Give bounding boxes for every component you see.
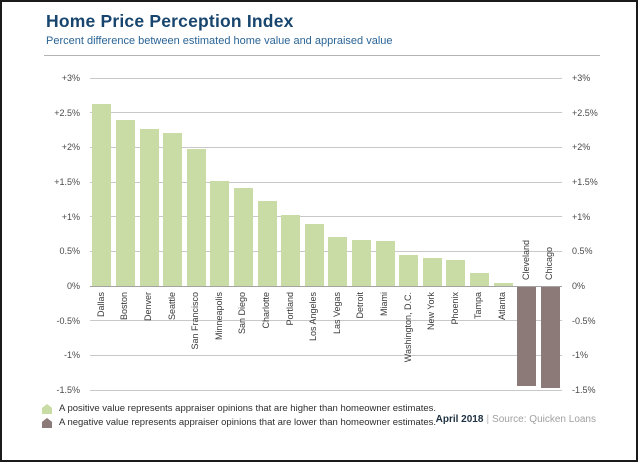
gridline	[90, 320, 562, 322]
city-label: Detroit	[355, 292, 366, 319]
legend-row-positive: A positive value represents appraiser op…	[42, 403, 436, 416]
bar-san-francisco	[186, 149, 206, 286]
city-label: San Francisco	[190, 292, 201, 350]
city-label: Atlanta	[497, 292, 507, 321]
gridline	[90, 250, 562, 252]
source-date: April 2018	[435, 414, 484, 425]
gridline	[90, 146, 562, 148]
bar-atlanta	[493, 282, 513, 286]
bar-denver	[139, 129, 159, 286]
y-tick-label: -1.5%	[56, 385, 80, 395]
gridline	[90, 216, 562, 218]
city-label: Cleveland	[520, 239, 531, 280]
bar-cleveland	[517, 287, 537, 386]
y-tick-label: -1%	[572, 350, 589, 361]
y-tick-label: +2.5%	[572, 107, 598, 118]
bar-minneapolis	[210, 180, 230, 286]
y-axis-left: +3% +2.5% +2% +1.5% +1% 0.5% 0% -0.5% -1% -1.5%	[32, 73, 84, 395]
brown-house-icon	[42, 417, 52, 428]
bar-los-angeles	[304, 224, 324, 286]
bar-new-york	[422, 258, 442, 286]
y-tick-label: +2.5%	[54, 107, 80, 118]
city-label: Seattle	[166, 292, 177, 321]
legend-positive-text: A positive value represents appraiser op…	[59, 403, 437, 414]
y-tick-label: +2%	[61, 142, 80, 153]
gridline	[90, 354, 562, 356]
bar-tampa	[469, 272, 489, 286]
city-label: Boston	[119, 292, 130, 321]
y-tick-label: 0%	[572, 281, 586, 291]
city-label: San Diego	[237, 292, 248, 335]
bar-charlotte	[257, 200, 277, 286]
bar-detroit	[351, 239, 371, 286]
city-label: Miami	[379, 292, 389, 316]
y-tick-label: +1%	[572, 211, 591, 222]
source-separator: |	[486, 414, 490, 425]
y-tick-label: -1%	[63, 350, 80, 361]
city-label: Chicago	[544, 246, 555, 280]
bar-miami	[375, 240, 395, 286]
gridline	[90, 77, 562, 79]
bar-chicago	[540, 287, 560, 388]
city-label: Minneapolis	[213, 292, 224, 341]
source-text: Source: Quicken Loans	[492, 414, 596, 425]
bar-seattle	[163, 132, 183, 286]
header-divider	[44, 55, 600, 56]
gridline	[90, 181, 562, 183]
legend-negative-text: A negative value represents appraiser op…	[59, 416, 437, 428]
city-label: Las Vegas	[331, 292, 342, 335]
city-label: New York	[426, 292, 437, 331]
city-label: Tampa	[473, 292, 484, 320]
y-tick-label: -1.5%	[572, 385, 596, 395]
city-label: Portland	[284, 292, 295, 326]
bar-chart-plot-area: Dallas Boston Denver Seattle San Francisco Mi…	[90, 77, 562, 391]
legend-row-negative: A negative value represents appraiser op…	[42, 417, 436, 430]
y-tick-label: +3%	[572, 73, 591, 83]
bar-san-diego	[233, 188, 253, 286]
y-tick-label: +3%	[61, 73, 80, 83]
bar-portland	[281, 215, 301, 286]
page-title: Home Price Perception Index	[46, 11, 294, 31]
y-tick-label: -0.5%	[56, 315, 80, 326]
y-tick-label: 0.5%	[59, 246, 80, 257]
y-tick-label: +1.5%	[54, 177, 80, 187]
gridline	[90, 112, 562, 114]
y-tick-label: 0%	[66, 281, 80, 291]
chart-legend: A positive value represents appraiser op…	[42, 403, 436, 430]
city-label: Denver	[143, 292, 153, 322]
y-tick-label: 0.5%	[572, 246, 593, 257]
city-label: Washington, D.C.	[402, 292, 413, 363]
page-subtitle: Percent difference between estimated hom…	[46, 35, 393, 47]
y-tick-label: +1.5%	[572, 177, 598, 187]
gridline	[90, 285, 562, 287]
y-tick-label: +2%	[572, 142, 591, 153]
gridline	[90, 389, 562, 391]
y-axis-right: +3% +2.5% +2% +1.5% +1% 0.5% 0% -0.5% -1% -1.5%	[568, 73, 618, 395]
y-tick-label: +1%	[61, 211, 80, 222]
bar-las-vegas	[328, 236, 348, 286]
city-label: Los Angeles	[308, 292, 319, 342]
city-label: Charlotte	[261, 292, 271, 329]
y-tick-label: -0.5%	[572, 315, 596, 326]
bar-washington-d-c-	[399, 254, 419, 286]
bar-dallas	[92, 104, 112, 286]
bar-phoenix	[446, 259, 466, 286]
source-line: April 2018 | Source: Quicken Loans	[436, 414, 596, 425]
bar-boston	[115, 119, 135, 286]
city-label: Dallas	[95, 292, 106, 318]
city-label: Phoenix	[449, 292, 460, 325]
green-house-icon	[42, 404, 52, 415]
